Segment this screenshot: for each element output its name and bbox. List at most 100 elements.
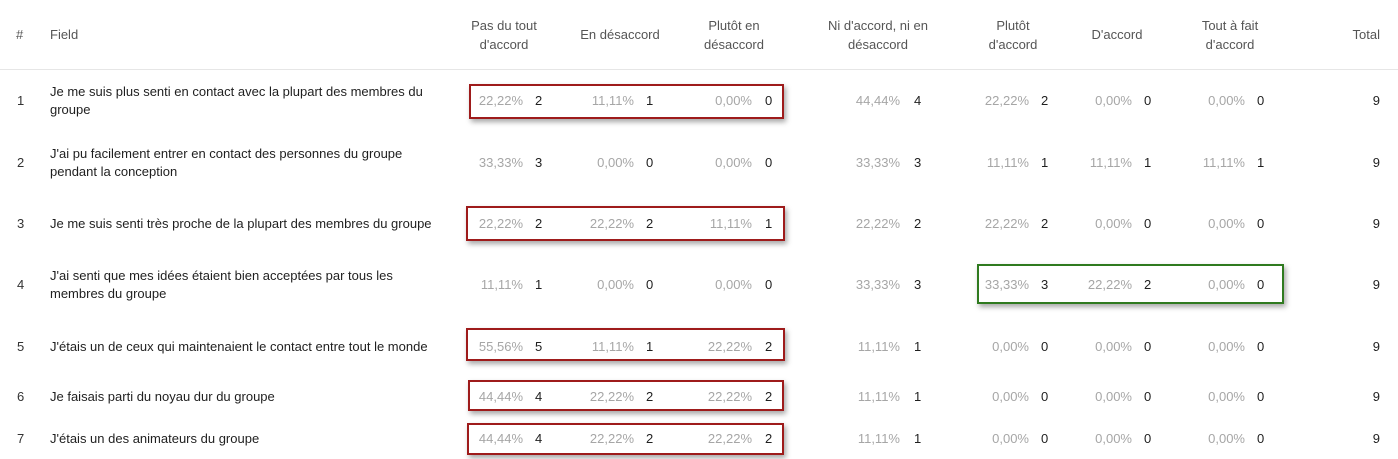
header-en-desaccord: En désaccord (580, 27, 660, 42)
row-field-label: J'ai pu facilement entrer en contact des… (50, 146, 403, 179)
cell-count: 0 (1144, 338, 1152, 354)
header-plutot-daccord: Plutôt d'accord (988, 17, 1038, 52)
cell-percent: 11,11% (986, 155, 1029, 170)
cell-percent: 0,00% (1208, 430, 1245, 446)
cell-percent: 0,00% (715, 277, 752, 292)
table-row: 3 Je me suis senti très proche de la plup… (0, 193, 1398, 254)
cell-count: 4 (535, 389, 543, 404)
row-total: 9 (1372, 338, 1380, 354)
cell-percent: 33,33% (855, 155, 900, 170)
cell-percent: 11,11% (1089, 155, 1132, 170)
cell-count: 2 (1041, 93, 1049, 108)
table-row: 7 J'étais un des animateurs du groupe 44,4… (0, 418, 1398, 459)
cell-percent: 0,00% (597, 277, 634, 292)
cell-count: 0 (1257, 338, 1265, 354)
row-field-label: J'ai senti que mes idées étaient bien ac… (50, 268, 393, 301)
cell-count: 0 (646, 277, 654, 292)
cell-percent: 0,00% (1095, 215, 1132, 231)
cell-percent: 11,11% (591, 93, 634, 108)
cell-count: 0 (765, 277, 773, 292)
header-field: Field (50, 27, 79, 42)
cell-count: 4 (914, 93, 922, 108)
cell-count: 1 (1144, 155, 1152, 170)
row-field-label: Je me suis plus senti en contact avec la… (50, 84, 423, 117)
cell-percent: 11,11% (857, 389, 900, 404)
cell-percent: 0,00% (1095, 389, 1132, 404)
header-pas-du-tout-daccord: Pas du tout d'accord (471, 17, 537, 52)
header-index: # (16, 27, 24, 42)
cell-count: 2 (535, 93, 543, 108)
cell-percent: 11,11% (857, 430, 900, 446)
cell-count: 0 (1257, 389, 1265, 404)
cell-percent: 0,00% (1095, 93, 1132, 108)
cell-percent: 44,44% (478, 430, 523, 446)
cell-count: 3 (1041, 277, 1049, 292)
cell-count: 0 (646, 155, 654, 170)
cell-count: 2 (646, 215, 654, 231)
row-field-label: Je me suis senti très proche de la plupa… (50, 215, 432, 231)
header-tout-a-fait-daccord: Tout à fait d'accord (1201, 17, 1259, 52)
row-index: 4 (17, 277, 25, 292)
cell-count: 0 (765, 155, 773, 170)
row-index: 5 (17, 338, 25, 354)
cell-percent: 22,22% (984, 215, 1029, 231)
cell-count: 0 (1257, 93, 1265, 108)
cell-count: 0 (1144, 430, 1152, 446)
table-row: 2 J'ai pu facilement entrer en contact de… (0, 132, 1398, 194)
cell-percent: 11,11% (1202, 155, 1245, 170)
cell-count: 2 (765, 338, 773, 354)
cell-count: 0 (1041, 338, 1049, 354)
cell-count: 0 (1144, 389, 1152, 404)
row-field-label: J'étais un des animateurs du groupe (50, 430, 260, 446)
cell-percent: 0,00% (992, 389, 1029, 404)
table-row: 4 J'ai senti que mes idées étaient bien a… (0, 254, 1398, 316)
row-total: 9 (1372, 277, 1380, 292)
cell-count: 3 (914, 277, 922, 292)
header-ni-daccord-ni-en-desaccord: Ni d'accord, ni en désaccord (827, 17, 929, 52)
cell-percent: 44,44% (855, 93, 900, 108)
row-index: 6 (17, 389, 25, 404)
header-total: Total (1352, 27, 1380, 42)
cell-percent: 0,00% (1095, 338, 1132, 354)
cell-percent: 0,00% (715, 93, 752, 108)
cell-count: 0 (1144, 93, 1152, 108)
row-total: 9 (1372, 430, 1380, 446)
cell-count: 1 (765, 215, 773, 231)
cell-count: 2 (646, 430, 654, 446)
cell-count: 3 (535, 155, 543, 170)
cell-percent: 0,00% (1208, 277, 1245, 292)
cell-percent: 0,00% (1208, 389, 1245, 404)
row-total: 9 (1372, 389, 1380, 404)
cell-count: 1 (914, 389, 922, 404)
row-index: 7 (17, 430, 25, 446)
cell-percent: 0,00% (1208, 93, 1245, 108)
cell-count: 1 (535, 277, 543, 292)
cell-percent: 33,33% (984, 277, 1029, 292)
cell-count: 0 (1041, 430, 1049, 446)
cell-count: 2 (1144, 277, 1152, 292)
row-total: 9 (1372, 93, 1380, 108)
cell-percent: 22,22% (478, 93, 523, 108)
cell-count: 3 (914, 155, 922, 170)
cell-percent: 22,22% (589, 389, 634, 404)
cell-count: 2 (1041, 215, 1049, 231)
cell-count: 0 (1144, 215, 1152, 231)
cell-count: 2 (765, 430, 773, 446)
header-daccord: D'accord (1091, 27, 1143, 42)
cell-percent: 22,22% (984, 93, 1029, 108)
cell-percent: 22,22% (855, 215, 900, 231)
cell-percent: 0,00% (992, 338, 1029, 354)
cell-count: 1 (1041, 155, 1049, 170)
cell-percent: 55,56% (478, 338, 523, 354)
cell-count: 2 (765, 389, 773, 404)
cell-percent: 0,00% (597, 155, 634, 170)
cell-percent: 22,22% (589, 215, 634, 231)
cell-percent: 22,22% (589, 430, 634, 446)
table-header: # Field Pas du tout d'accord En désaccor… (0, 0, 1398, 70)
cell-percent: 11,11% (709, 215, 752, 231)
row-index: 3 (17, 215, 25, 231)
cell-count: 1 (914, 338, 922, 354)
cell-percent: 22,22% (707, 389, 752, 404)
table-row: 6 Je faisais parti du noyau dur du groupe… (0, 377, 1398, 417)
cell-count: 5 (535, 338, 543, 354)
